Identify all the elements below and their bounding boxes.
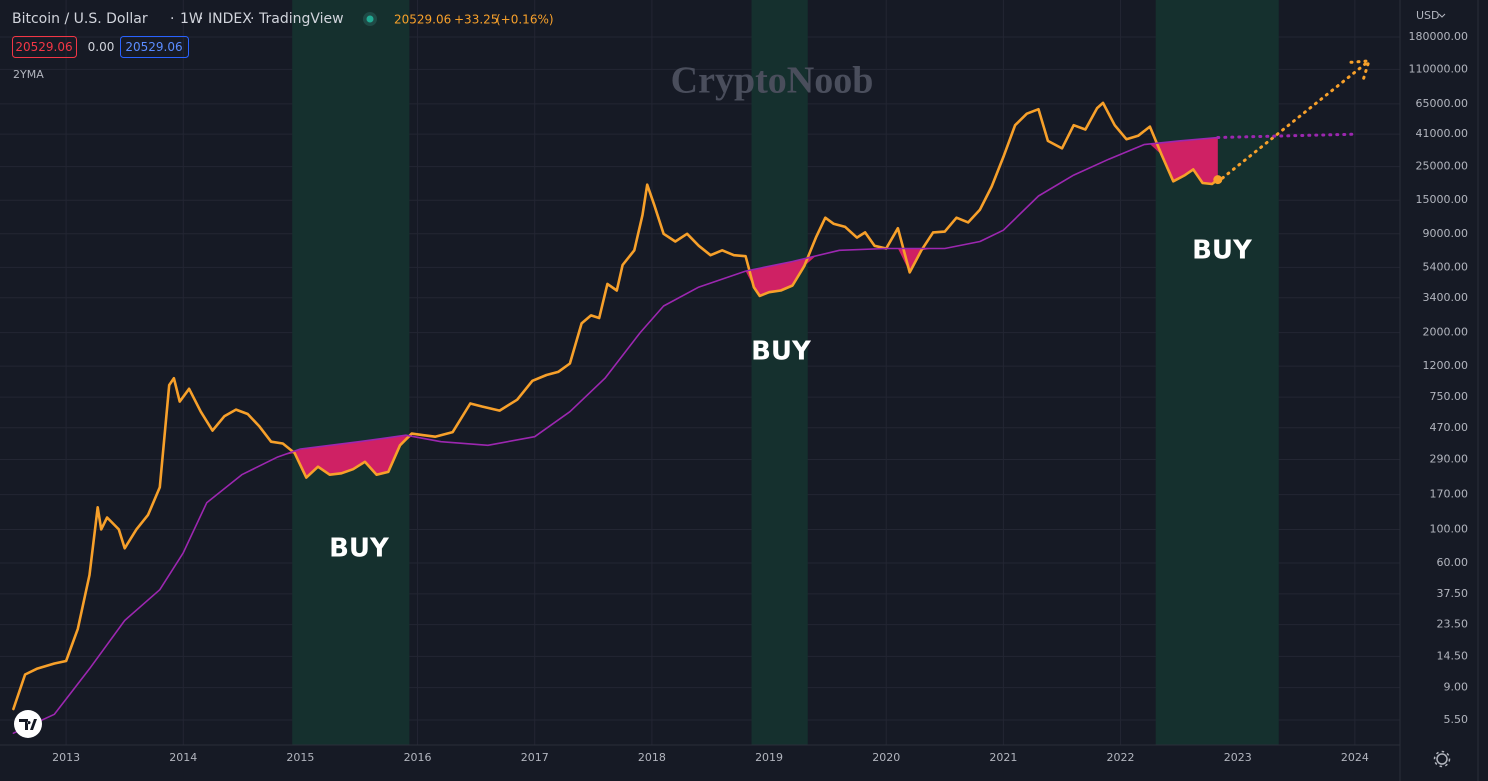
currency-caret (1438, 13, 1446, 18)
y-tick-label: 2000.00 (1423, 326, 1469, 339)
axes: 180000.00 110000.00 65000.00 41000.00 25000.… (52, 30, 1468, 764)
indicator-label: 2YMA (13, 68, 44, 81)
watermark: CryptoNoob (671, 60, 874, 102)
annotation: BUY (1192, 236, 1253, 266)
annotation: BUY (751, 337, 812, 367)
y-tick-label: 5400.00 (1423, 260, 1469, 273)
highlight-band (292, 0, 410, 745)
x-tick-label: 2015 (286, 751, 314, 764)
y-tick-label: 23.50 (1437, 618, 1469, 631)
exchange: INDEX (208, 11, 252, 27)
x-tick-label: 2022 (1107, 751, 1135, 764)
x-tick-label: 2017 (521, 751, 549, 764)
ask: 20529.06 (125, 40, 182, 54)
y-tick-label: 3400.00 (1423, 291, 1469, 304)
bid-box[interactable] (12, 36, 77, 58)
x-tick-label: 2023 (1224, 751, 1252, 764)
settings-icon[interactable] (1436, 753, 1448, 765)
projection-line (1221, 59, 1371, 180)
y-tick-label: 750.00 (1430, 390, 1469, 403)
y-tick-label: 9000.00 (1423, 227, 1469, 240)
projection-arrowhead (1349, 59, 1372, 80)
bands (292, 0, 1279, 745)
ask-box[interactable] (120, 36, 189, 58)
price-line (12, 136, 1219, 734)
change: +33.25 (454, 13, 498, 27)
x-tick-label: 2024 (1341, 751, 1369, 764)
y-tick-label: 65000.00 (1416, 97, 1469, 110)
tv-logo-mark (19, 719, 37, 730)
separator: · (250, 11, 254, 27)
spread: 0.00 (88, 40, 115, 54)
y-tick-label: 100.00 (1430, 522, 1469, 535)
x-tick-label: 2014 (169, 751, 197, 764)
symbol: Bitcoin / U.S. Dollar (12, 11, 148, 27)
y-tick-label: 25000.00 (1416, 160, 1469, 173)
source: TradingView (258, 11, 344, 27)
separator: · (170, 11, 174, 27)
last-price-dot (1213, 175, 1223, 185)
highlight-band (1155, 0, 1279, 745)
y-tick-label: 470.00 (1430, 421, 1469, 434)
y-tick-label: 290.00 (1430, 452, 1469, 465)
y-tick-label: 170.00 (1430, 488, 1469, 501)
bid: 20529.06 (15, 40, 72, 54)
y-tick-label: 5.50 (1444, 713, 1469, 726)
projection-line (1216, 132, 1357, 139)
x-tick-label: 2016 (404, 751, 432, 764)
y-tick-label: 15000.00 (1416, 193, 1469, 206)
plot: BUY BUY BUY (12, 59, 1372, 734)
y-tick-label: 60.00 (1437, 556, 1469, 569)
x-tick-label: 2021 (989, 751, 1017, 764)
status-dot (366, 15, 374, 23)
price-line (12, 101, 1220, 711)
y-tick-label: 180000.00 (1409, 30, 1469, 43)
x-tick-label: 2019 (755, 751, 783, 764)
settings-icon (1433, 750, 1451, 768)
y-tick-label: 1200.00 (1423, 359, 1469, 372)
y-tick-label: 9.00 (1444, 681, 1469, 694)
interval: 1W (180, 11, 203, 27)
annotation: BUY (329, 534, 390, 564)
x-tick-label: 2018 (638, 751, 666, 764)
separator: · (199, 11, 203, 27)
y-tick-label: 14.50 (1437, 649, 1469, 662)
x-tick-label: 2020 (872, 751, 900, 764)
x-tick-label: 2013 (52, 751, 80, 764)
currency[interactable]: USD (1416, 9, 1440, 22)
y-tick-label: 110000.00 (1409, 62, 1469, 75)
y-tick-label: 41000.00 (1416, 127, 1469, 140)
y-tick-label: 37.50 (1437, 587, 1469, 600)
highlight-band (751, 0, 808, 745)
change-pct: (+0.16%) (496, 13, 554, 27)
last-price: 20529.06 (394, 13, 451, 27)
